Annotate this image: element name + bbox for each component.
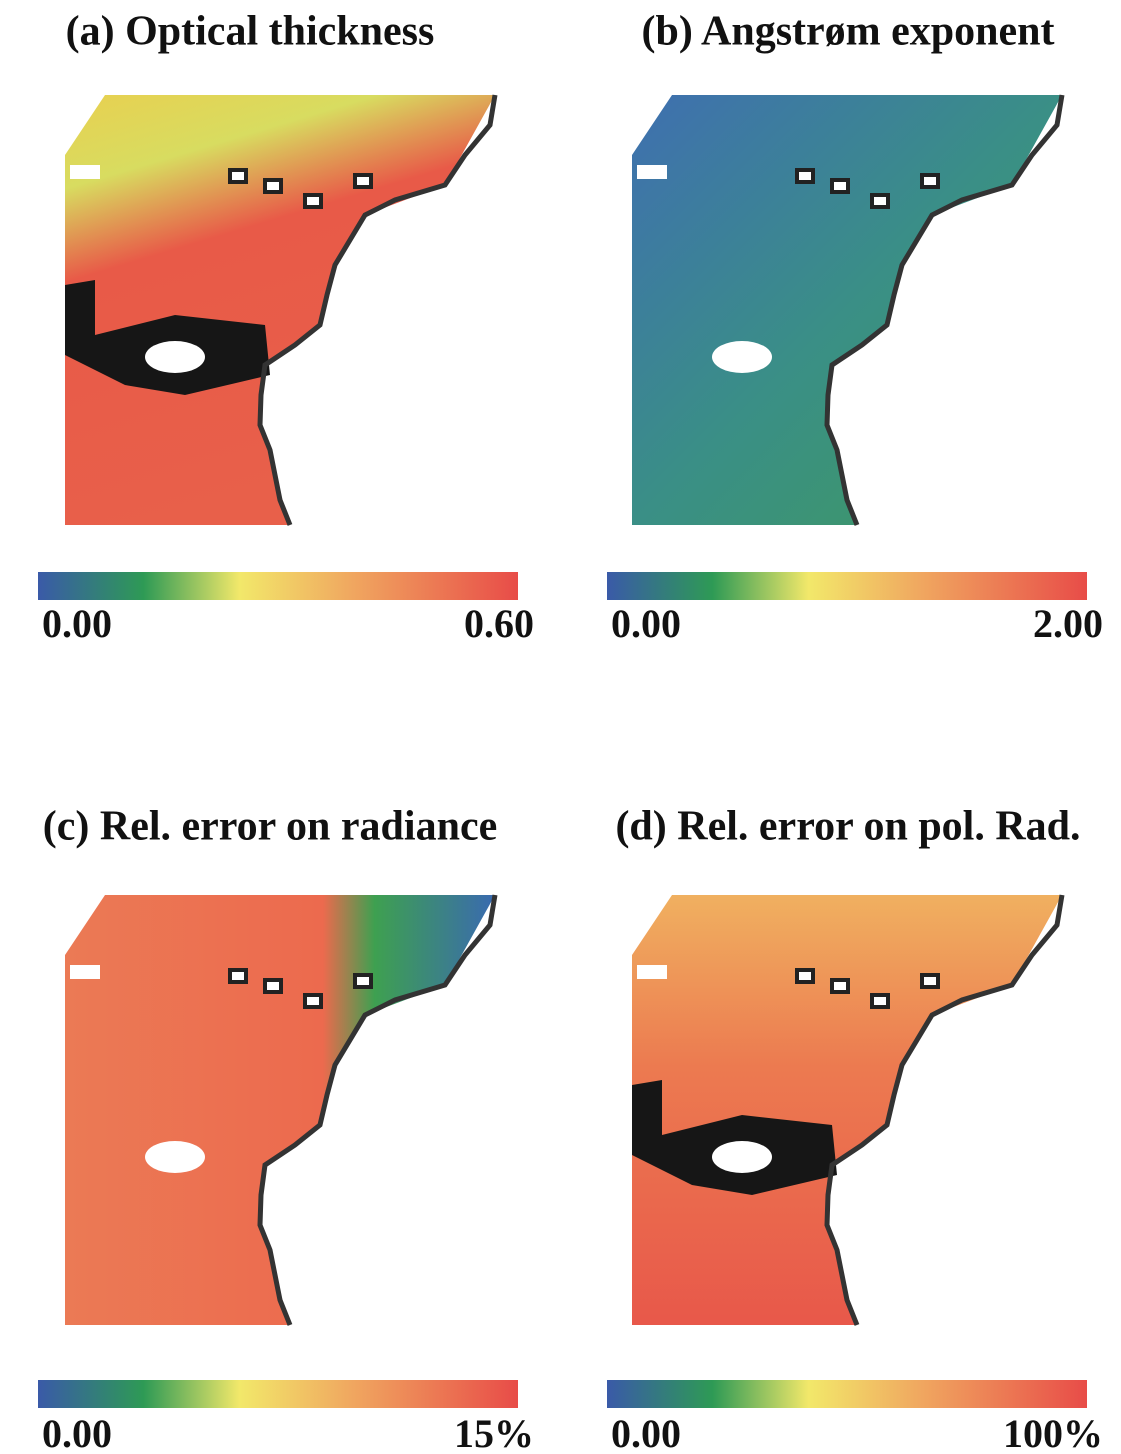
islet: [263, 178, 283, 194]
islet: [830, 178, 850, 194]
ocean-field: [632, 895, 1062, 1325]
panel-title: (b) Angstrøm exponent: [641, 9, 1054, 55]
colorbar: [607, 1380, 1087, 1408]
panel-title: (c) Rel. error on radiance: [43, 804, 497, 850]
islet: [870, 193, 890, 209]
gap: [70, 965, 100, 979]
map: [632, 894, 1065, 1326]
island: [145, 341, 205, 373]
ocean-field: [65, 895, 495, 1325]
islet: [353, 973, 373, 989]
map: [65, 894, 498, 1326]
coastline: [824, 894, 1065, 1326]
island: [712, 1141, 772, 1173]
gap: [70, 165, 100, 179]
islet: [830, 978, 850, 994]
colorbar-min-label: 0.00: [42, 1411, 112, 1454]
colorbar: [607, 572, 1087, 600]
coastline: [257, 894, 498, 1326]
panel-title: (d) Rel. error on pol. Rad.: [615, 804, 1080, 850]
cloud-mask: [632, 1080, 837, 1195]
colorbar-max-label: 2.00: [1033, 601, 1103, 646]
islet: [920, 173, 940, 189]
islet: [263, 978, 283, 994]
islet: [228, 168, 248, 184]
gap: [637, 965, 667, 979]
islet: [353, 173, 373, 189]
coastline: [824, 94, 1065, 526]
map: [65, 94, 498, 526]
gap: [637, 165, 667, 179]
colorbar: [38, 1380, 518, 1408]
panel-title: (a) Optical thickness: [66, 9, 435, 55]
colorbar: [38, 572, 518, 600]
colorbar-max-label: 100%: [1003, 1411, 1103, 1454]
coastline: [257, 94, 498, 526]
colorbar-min-label: 0.00: [611, 1411, 681, 1454]
cloud-mask: [65, 280, 270, 395]
colorbar-min-label: 0.00: [42, 601, 112, 646]
island: [145, 1141, 205, 1173]
islet: [795, 168, 815, 184]
islet: [228, 968, 248, 984]
colorbar-max-label: 0.60: [464, 601, 534, 646]
islet: [303, 193, 323, 209]
islet: [795, 968, 815, 984]
islet: [303, 993, 323, 1009]
islet: [870, 993, 890, 1009]
ocean-field: [632, 95, 1062, 525]
islet: [920, 973, 940, 989]
colorbar-min-label: 0.00: [611, 601, 681, 646]
ocean-field: [65, 95, 495, 525]
island: [712, 341, 772, 373]
colorbar-max-label: 15%: [454, 1411, 534, 1454]
map: [632, 94, 1065, 526]
